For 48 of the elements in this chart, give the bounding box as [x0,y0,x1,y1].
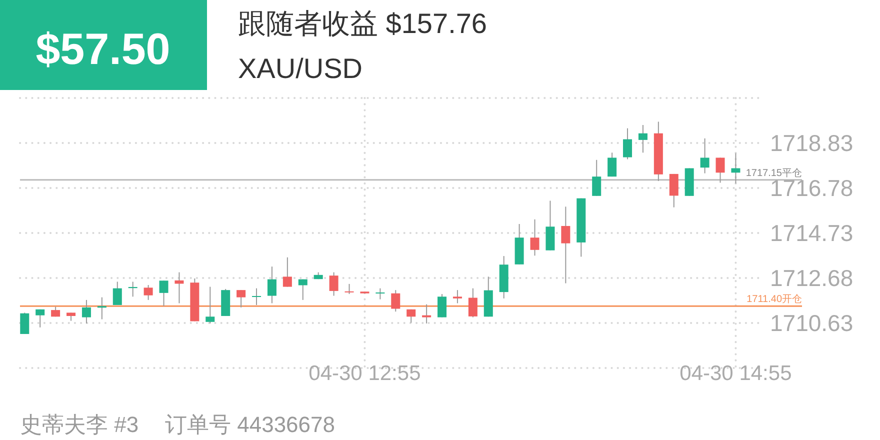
candlestick [252,288,262,306]
candlestick [422,304,432,324]
y-tick-label: 1710.63 [770,310,854,336]
candlestick [159,280,168,307]
candlestick [406,308,416,324]
ref-line-label: 1717.15平仓 [746,166,802,179]
candlestick [206,286,215,324]
x-tick-label: 04-30 14:55 [680,362,792,385]
candlestick [716,157,725,184]
candlestick [344,283,354,295]
candlestick [267,266,276,304]
candlestick [438,294,447,318]
candlestick [700,138,710,174]
ref-line-label: 1711.40开仓 [746,293,802,306]
candlestick [144,284,153,300]
candlestick [282,256,292,288]
x-tick-label: 04-30 12:55 [308,362,421,385]
y-tick-label: 1712.68 [770,265,854,292]
candlestick [623,128,632,160]
text: 订单号 44336678 [165,412,335,437]
candlestick [608,152,617,178]
candlestick [669,173,678,208]
text: $57.50 [36,25,170,74]
candlestick [376,288,385,300]
candlestick [452,290,462,304]
candlestick [82,299,91,324]
candlestick [97,296,106,320]
candlestick [329,272,338,296]
chart-subtitle: XAU/USD [238,53,362,84]
candlestick [298,278,308,300]
candlestick [20,312,30,334]
candlestick [468,288,478,318]
candlestick [128,281,138,298]
candlestick [530,218,540,256]
text: 史蒂夫李 #3 [20,412,139,437]
candlestick [391,290,400,312]
candlestick [561,206,570,284]
candlestick [36,308,45,328]
candlestick [546,200,555,251]
chart-title: 跟随者收益 $157.76 [238,8,487,39]
candlestick [174,272,184,304]
y-tick-label: 1714.73 [770,220,854,246]
candlestick [638,124,648,154]
y-tick-label: 1718.83 [770,130,854,156]
candlestick [112,281,122,306]
candlestick [236,290,246,308]
candlestick [731,152,740,184]
candlestick [592,159,602,196]
